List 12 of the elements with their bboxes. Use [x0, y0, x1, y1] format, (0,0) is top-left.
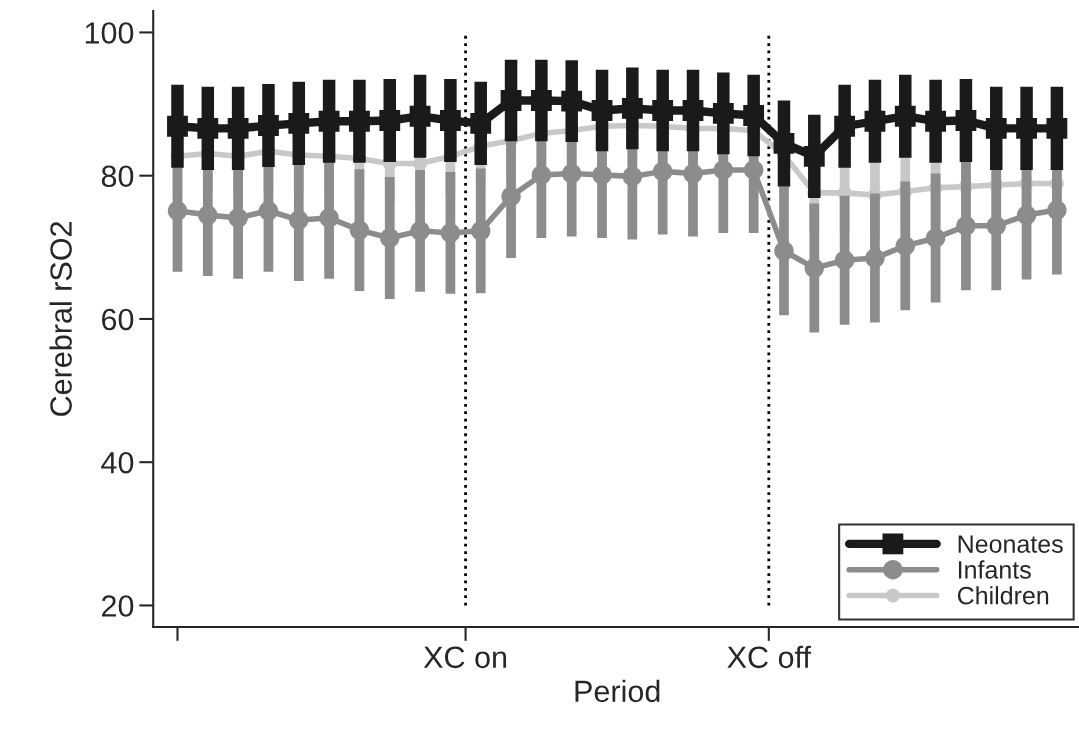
text: XC on — [423, 646, 507, 669]
y-tick-label: 60 — [102, 308, 134, 331]
text: XC off — [727, 645, 812, 669]
y-axis-title: Cerebral rSO2 — [49, 221, 72, 416]
y-tick-label: 80 — [101, 165, 134, 188]
y-tick-label: 100 — [85, 22, 134, 44]
y-tick-label: 40 — [101, 451, 134, 474]
x-axis-title: Period — [575, 679, 660, 703]
legend-label: Infants — [958, 560, 1031, 579]
legend-label: Neonates — [958, 535, 1063, 553]
legend-label: Children — [957, 586, 1049, 605]
y-tick-label: 20 — [102, 595, 134, 617]
